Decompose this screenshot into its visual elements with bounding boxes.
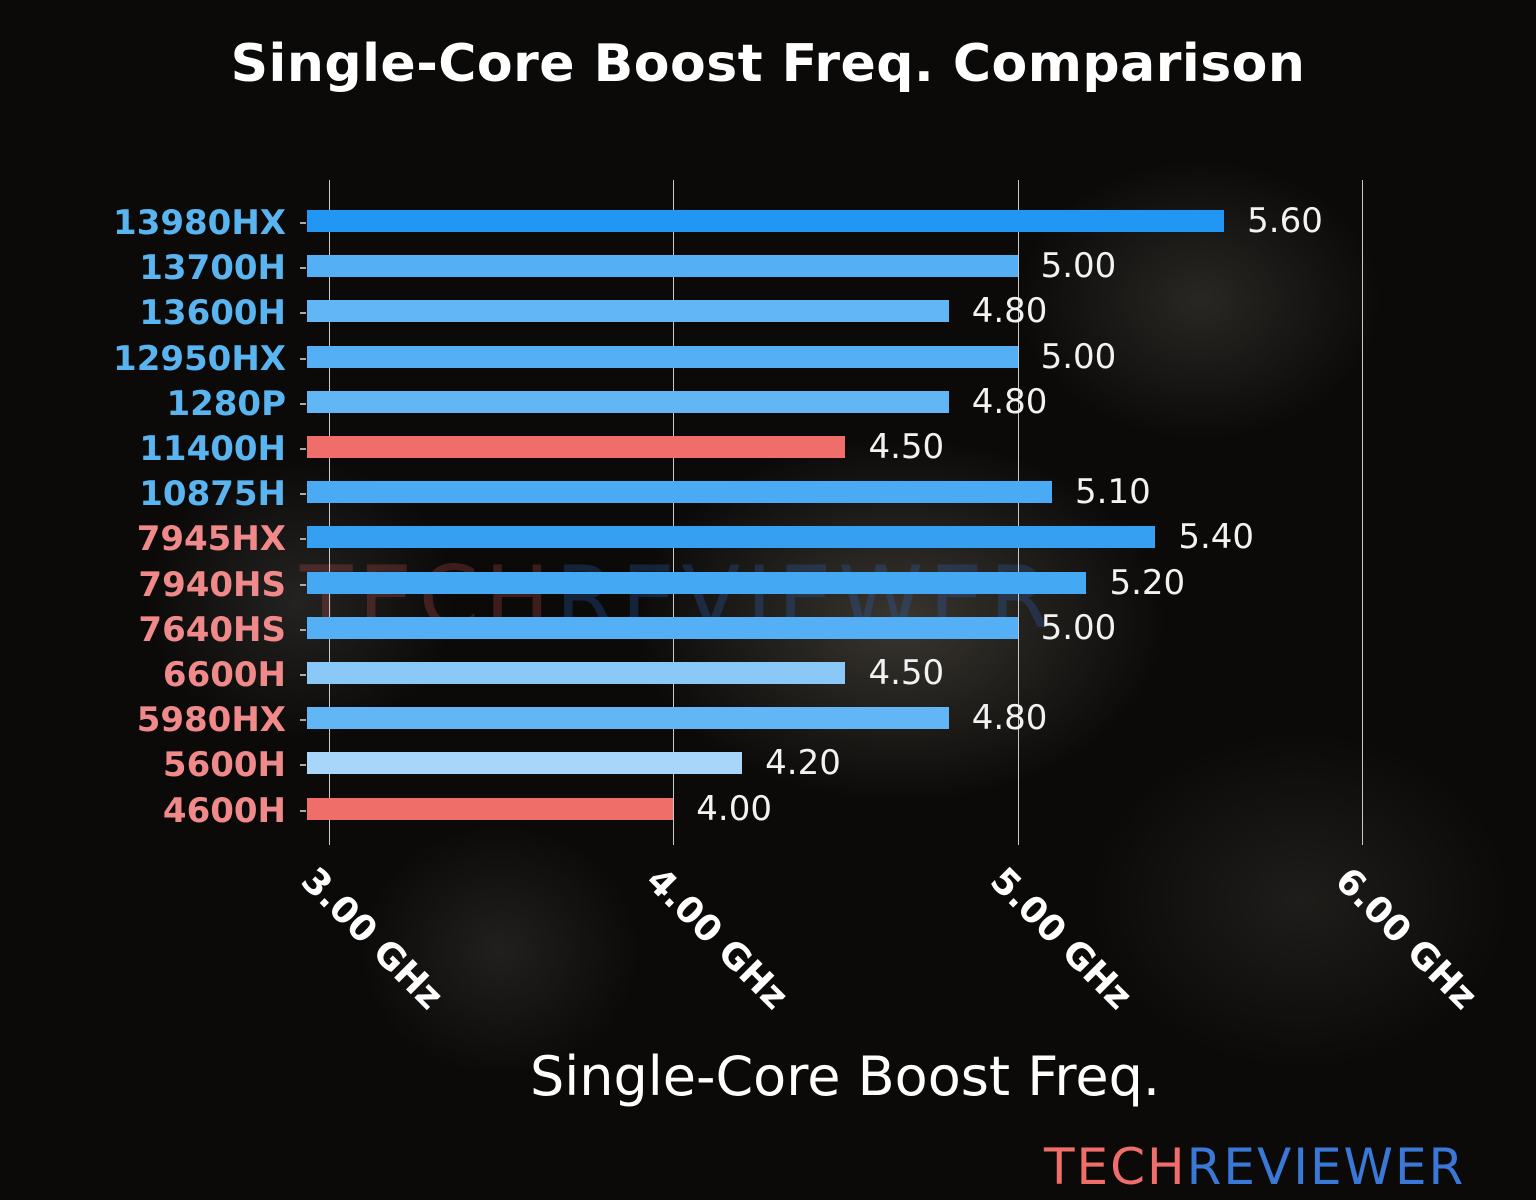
value-label: 5.00 bbox=[1040, 336, 1117, 377]
value-label: 5.40 bbox=[1178, 517, 1255, 558]
bar-row: 7940HS 5.20 bbox=[0, 564, 1536, 605]
logo-reviewer: REVIEWER bbox=[1186, 1138, 1466, 1196]
value-label: 4.80 bbox=[971, 698, 1048, 739]
category-label: 7945HX bbox=[136, 519, 286, 560]
y-tick-mark bbox=[300, 764, 306, 767]
bar-row: 13600H 4.80 bbox=[0, 293, 1536, 334]
bar bbox=[307, 436, 846, 458]
category-label: 6600H bbox=[162, 655, 286, 695]
bar-row: 13980HX 5.60 bbox=[0, 203, 1536, 243]
bar bbox=[307, 662, 846, 684]
bar-row: 5980HX 4.80 bbox=[0, 700, 1536, 741]
bar-row: 6600H 4.50 bbox=[0, 655, 1536, 695]
y-tick-mark bbox=[300, 222, 306, 224]
bar bbox=[307, 210, 1225, 232]
bar-row: 5600H 4.20 bbox=[0, 745, 1536, 786]
bar bbox=[307, 797, 674, 820]
value-label: 4.00 bbox=[696, 788, 772, 829]
bar-row: 7640HS 5.00 bbox=[0, 609, 1536, 650]
gridline-4 bbox=[673, 180, 674, 845]
category-label: 13600H bbox=[139, 293, 286, 334]
y-tick-mark bbox=[300, 674, 306, 676]
bar-row: 13700H 5.00 bbox=[0, 248, 1536, 289]
bar-row: 1280P 4.80 bbox=[0, 383, 1536, 424]
value-label: 5.00 bbox=[1040, 246, 1117, 287]
value-label: 4.80 bbox=[971, 291, 1048, 332]
value-label: 4.20 bbox=[765, 743, 841, 784]
logo-tech: TECH bbox=[1044, 1138, 1187, 1196]
gridline-5 bbox=[1018, 180, 1019, 845]
x-tick-label: 4.00 GHz bbox=[638, 860, 796, 1018]
y-tick-mark bbox=[300, 267, 306, 270]
bar bbox=[307, 255, 1018, 278]
category-label: 11400H bbox=[139, 429, 286, 469]
y-tick-mark bbox=[300, 583, 306, 586]
category-label: 5980HX bbox=[136, 700, 286, 741]
y-tick-mark bbox=[300, 493, 306, 496]
y-tick-mark bbox=[300, 448, 306, 450]
bar-row: 11400H 4.50 bbox=[0, 429, 1536, 469]
y-tick-mark bbox=[300, 402, 306, 405]
category-label: 7940HS bbox=[138, 564, 286, 605]
value-label: 5.20 bbox=[1109, 562, 1186, 603]
bar bbox=[307, 707, 949, 730]
x-tick-label: 6.00 GHz bbox=[1327, 860, 1485, 1018]
gridline-3 bbox=[329, 180, 330, 845]
value-label: 4.80 bbox=[971, 381, 1048, 422]
category-label: 12950HX bbox=[113, 338, 286, 379]
y-tick-mark bbox=[300, 809, 306, 812]
value-label: 4.50 bbox=[868, 653, 945, 693]
bar-row: 7945HX 5.40 bbox=[0, 519, 1536, 560]
bar bbox=[307, 616, 1018, 639]
x-axis-label: Single-Core Boost Freq. bbox=[529, 1045, 1161, 1108]
y-tick-mark bbox=[300, 312, 306, 315]
brand-logo: TECHREVIEWER bbox=[1044, 1138, 1465, 1196]
y-tick-mark bbox=[300, 719, 306, 722]
bar bbox=[307, 752, 743, 775]
x-tick-label: 5.00 GHz bbox=[982, 860, 1140, 1018]
chart-title: Single-Core Boost Freq. Comparison bbox=[230, 34, 1306, 94]
value-label: 5.00 bbox=[1040, 607, 1117, 648]
bar bbox=[307, 481, 1053, 504]
bar-row: 12950HX 5.00 bbox=[0, 338, 1536, 379]
bar bbox=[307, 526, 1156, 549]
gridline-6 bbox=[1362, 180, 1363, 845]
y-tick-mark bbox=[300, 357, 306, 360]
bar bbox=[307, 390, 949, 413]
category-label: 10875H bbox=[139, 474, 286, 515]
category-label: 13700H bbox=[139, 248, 286, 289]
bar-row: 4600H 4.00 bbox=[0, 790, 1536, 831]
bar bbox=[307, 300, 949, 323]
y-tick-mark bbox=[300, 628, 306, 631]
value-label: 5.60 bbox=[1247, 201, 1323, 241]
bar bbox=[307, 571, 1087, 594]
category-label: 4600H bbox=[162, 790, 286, 831]
x-tick-label: 3.00 GHz bbox=[293, 860, 451, 1018]
category-label: 5600H bbox=[162, 745, 286, 786]
value-label: 4.50 bbox=[868, 427, 945, 467]
category-label: 7640HS bbox=[138, 609, 286, 650]
value-label: 5.10 bbox=[1075, 472, 1151, 513]
bar-row: 10875H 5.10 bbox=[0, 474, 1536, 515]
bar bbox=[307, 345, 1018, 368]
y-tick-mark bbox=[300, 538, 306, 541]
category-label: 13980HX bbox=[113, 203, 286, 243]
category-label: 1280P bbox=[166, 383, 286, 424]
